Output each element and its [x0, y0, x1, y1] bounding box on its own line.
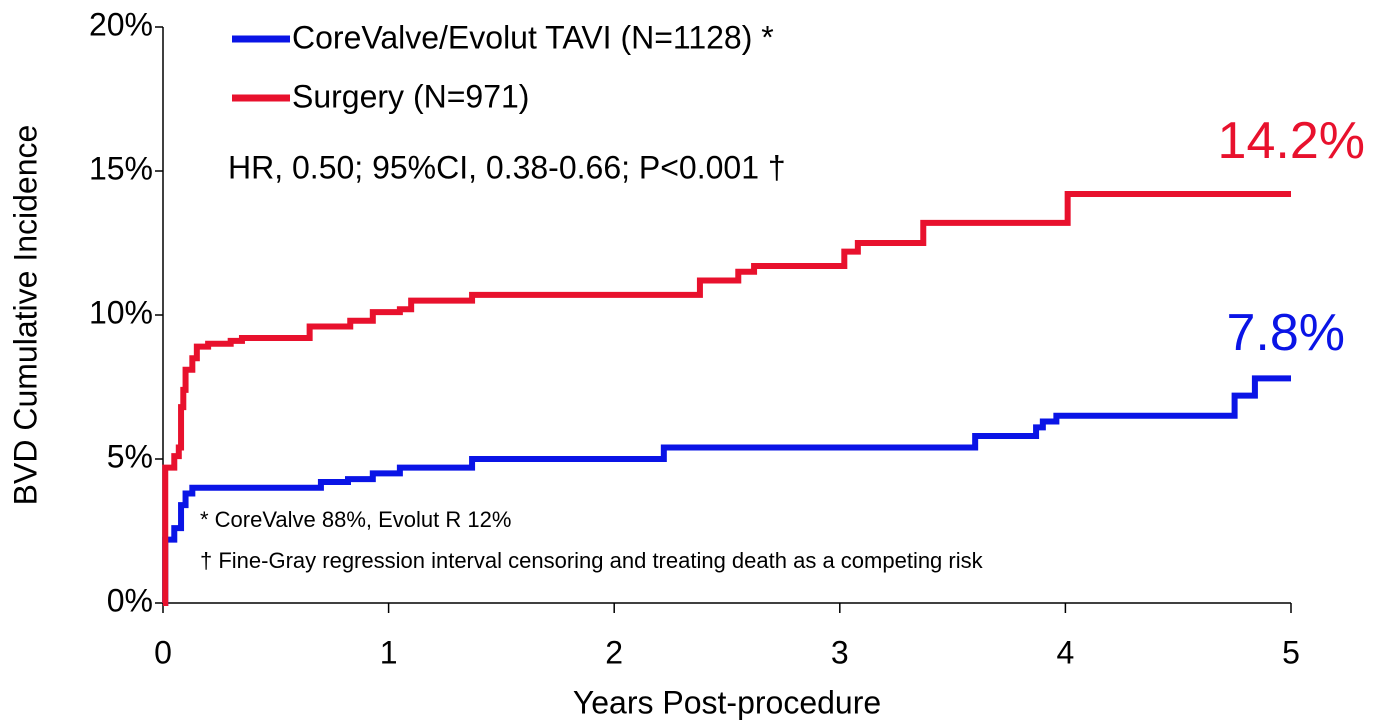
series-line [162, 375, 1291, 606]
y-tick-label: 15% [89, 150, 153, 186]
x-tick-label: 5 [1282, 634, 1300, 670]
x-axis-label: Years Post-procedure [573, 684, 881, 720]
footnote: † Fine-Gray regression interval censorin… [200, 548, 984, 573]
x-tick-label: 3 [831, 634, 849, 670]
series-line [162, 191, 1291, 606]
x-tick-label: 1 [380, 634, 398, 670]
y-tick-label: 5% [107, 438, 153, 474]
y-tick-label: 0% [107, 582, 153, 618]
end-label: 7.8% [1226, 304, 1345, 362]
x-tick-label: 4 [1057, 634, 1075, 670]
y-axis-label: BVD Cumulative Incidence [7, 125, 43, 506]
legend-label: Surgery (N=971) [292, 78, 529, 114]
end-label: 14.2% [1218, 112, 1365, 170]
x-tick-label: 2 [605, 634, 623, 670]
y-tick-label: 10% [89, 294, 153, 330]
footnote: * CoreValve 88%, Evolut R 12% [200, 507, 511, 532]
y-tick-label: 20% [89, 6, 153, 42]
annotation: HR, 0.50; 95%CI, 0.38-0.66; P<0.001 † [228, 149, 786, 185]
x-tick-label: 0 [154, 634, 172, 670]
legend-label: CoreValve/Evolut TAVI (N=1128) * [292, 19, 774, 55]
